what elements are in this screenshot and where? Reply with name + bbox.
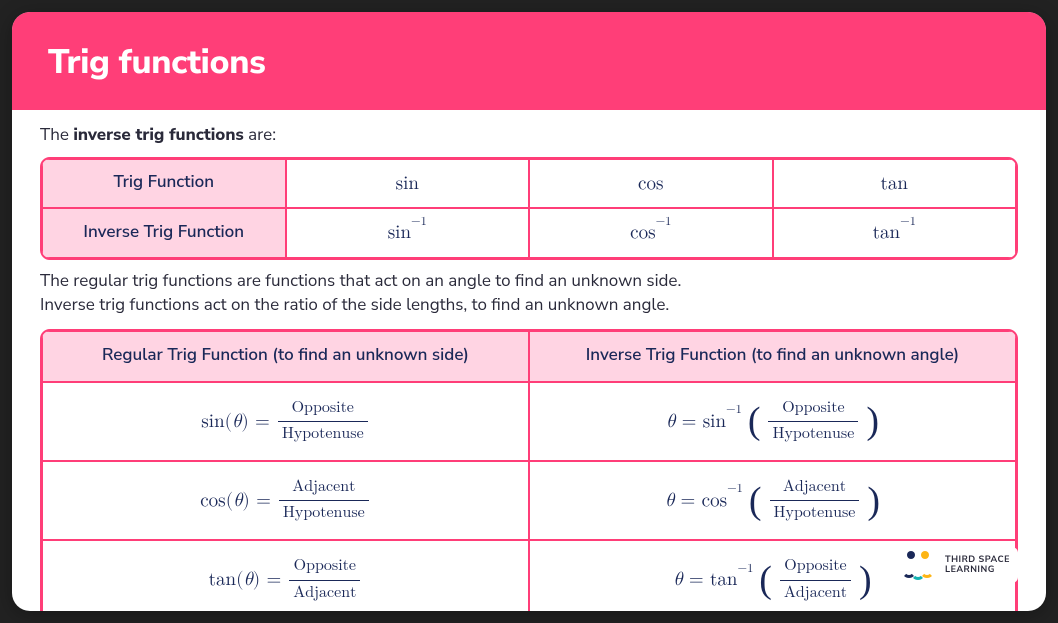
table-row: Inverse Trig Function sin−1 cos−1 tan−1 [42, 208, 1016, 258]
cell-sin: sin [286, 159, 530, 209]
cell-tan-inverse: tan−1 [773, 208, 1017, 258]
info-card: Trig functions The inverse trig function… [12, 12, 1046, 611]
formula-tan-regular: tan(θ) = OppositeAdjacent [42, 540, 529, 611]
formula-sin-inverse: θ = sin−1 ( OppositeHypotenuse ) [529, 382, 1016, 461]
explanation-line2: Inverse trig functions act on the ratio … [40, 294, 1018, 319]
cell-cos: cos [529, 159, 773, 209]
table-row: sin(θ) = OppositeHypotenuse θ = sin−1 ( … [42, 382, 1016, 461]
card-title: Trig functions [48, 40, 1010, 86]
intro-suffix: are: [244, 124, 276, 147]
card-body: The inverse trig functions are: Trig Fun… [12, 110, 1046, 611]
header-regular: Regular Trig Function (to find an unknow… [42, 331, 529, 382]
table-header-row: Regular Trig Function (to find an unknow… [42, 331, 1016, 382]
trig-formula-table: Regular Trig Function (to find an unknow… [40, 329, 1018, 611]
intro-bold: inverse trig functions [73, 124, 243, 147]
intro-prefix: The [40, 124, 73, 147]
header-inverse: Inverse Trig Function (to find an unknow… [529, 331, 1016, 382]
cell-sin-inverse: sin−1 [286, 208, 530, 258]
cell-tan: tan [773, 159, 1017, 209]
trig-inverse-table: Trig Function sin cos tan Inverse Trig F… [40, 157, 1018, 260]
explanation-text: The regular trig functions are functions… [40, 270, 1018, 319]
table-row: tan(θ) = OppositeAdjacent θ = tan−1 ( Op… [42, 540, 1016, 611]
brand-logo: THIRD SPACE LEARNING [893, 547, 1018, 583]
row-label: Trig Function [42, 159, 286, 209]
formula-sin-regular: sin(θ) = OppositeHypotenuse [42, 382, 529, 461]
table-row: cos(θ) = AdjacentHypotenuse θ = cos−1 ( … [42, 461, 1016, 540]
brand-logo-icon [901, 551, 935, 579]
intro-text: The inverse trig functions are: [40, 124, 1018, 149]
cell-cos-inverse: cos−1 [529, 208, 773, 258]
formula-cos-inverse: θ = cos−1 ( AdjacentHypotenuse ) [529, 461, 1016, 540]
brand-logo-text: THIRD SPACE LEARNING [945, 555, 1010, 576]
row-label: Inverse Trig Function [42, 208, 286, 258]
card-header: Trig functions [12, 12, 1046, 110]
explanation-line1: The regular trig functions are functions… [40, 270, 1018, 295]
table-row: Trig Function sin cos tan [42, 159, 1016, 209]
formula-cos-regular: cos(θ) = AdjacentHypotenuse [42, 461, 529, 540]
